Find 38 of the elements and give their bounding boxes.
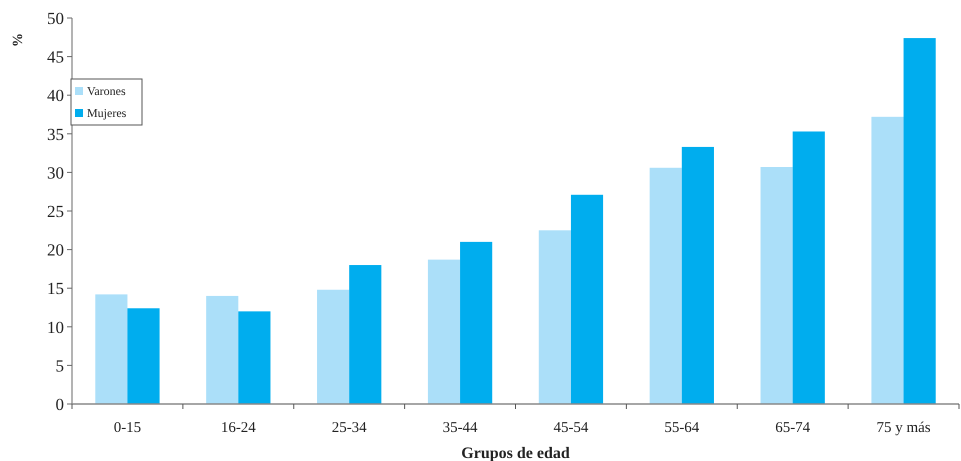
bar (682, 146, 714, 404)
y-tick-label: 5 (56, 356, 64, 376)
bar (238, 311, 270, 404)
y-tick-label: 25 (47, 202, 64, 221)
x-tick-label: 75 y más (876, 420, 931, 436)
y-axis-title: % (11, 33, 26, 47)
bar (871, 116, 904, 404)
legend-label: Varones (87, 84, 126, 98)
bar (904, 38, 936, 404)
bar (650, 168, 682, 404)
x-tick-label: 0-15 (114, 420, 142, 436)
y-tick-label: 30 (47, 163, 64, 182)
x-tick-label: 35-44 (442, 420, 478, 436)
y-tick-label: 35 (47, 124, 64, 144)
bar (428, 260, 460, 404)
bar (792, 131, 825, 404)
bar (538, 230, 571, 404)
x-tick-label: 45-54 (553, 420, 589, 436)
bar (460, 242, 492, 404)
y-tick-label: 20 (47, 240, 64, 260)
bar (95, 294, 128, 404)
x-tick-label: 65-74 (775, 420, 811, 436)
y-tick-label: 10 (47, 318, 64, 337)
y-tick-label: 15 (47, 279, 64, 298)
y-tick-label: 40 (47, 86, 64, 106)
y-tick-label: 0 (56, 394, 64, 414)
y-tick-label: 50 (47, 8, 64, 28)
legend-label: Mujeres (87, 106, 127, 120)
bar (317, 290, 350, 404)
bar (349, 265, 382, 404)
bar (570, 194, 604, 404)
x-tick-label: 16-24 (220, 420, 256, 436)
bar (760, 166, 793, 404)
bar (127, 308, 160, 404)
y-tick-label: 45 (47, 48, 64, 67)
x-tick-label: 55-64 (664, 420, 700, 436)
bar (206, 296, 238, 404)
x-tick-label: 25-34 (332, 420, 368, 436)
